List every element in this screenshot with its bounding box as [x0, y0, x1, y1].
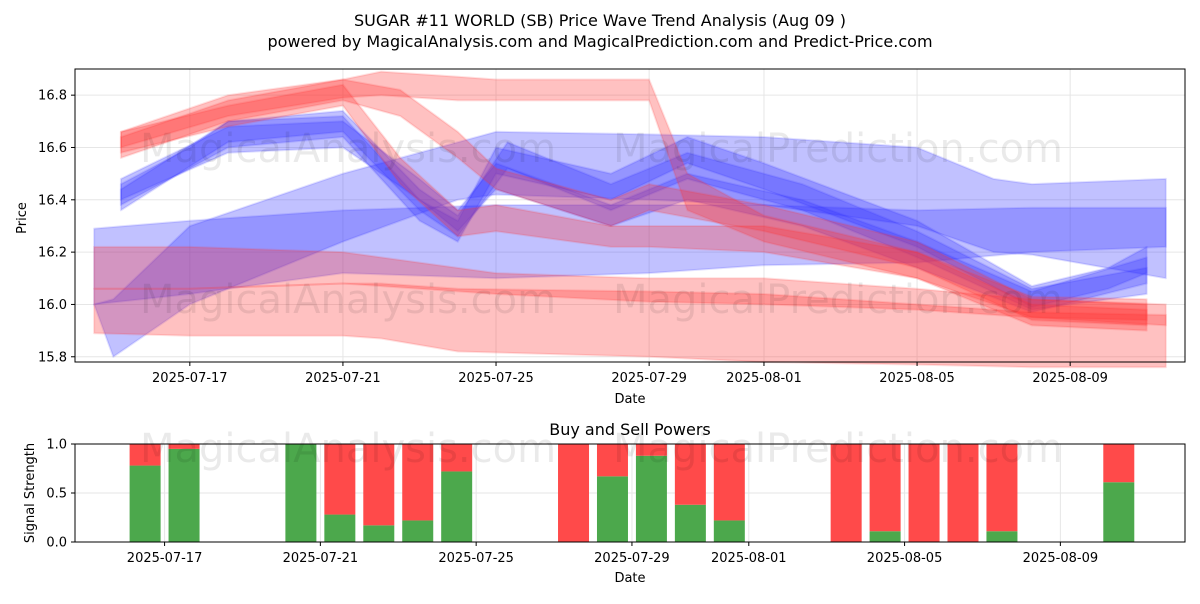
buy-bar-17 — [1103, 482, 1135, 542]
top-x-ticks: 2025-07-17 2025-07-21 2025-07-25 2025-07-29… — [152, 362, 1108, 386]
bottom-x-tick-label-3: 2025-07-29 — [594, 551, 670, 566]
price-band-red-6 — [93, 282, 1167, 369]
buy-bar-10 — [674, 504, 706, 542]
sell-bar-8 — [596, 444, 628, 477]
bottom-y-tick-label-2: 1.0 — [46, 438, 67, 453]
sell-bar-11 — [713, 444, 745, 521]
sell-bar-14 — [908, 444, 940, 542]
buy-bar-11 — [713, 520, 745, 542]
buy-bar-4 — [363, 525, 395, 542]
bottom-watermark-right: MagicalPrediction.com — [613, 426, 1063, 472]
top-y-ticks: 15.8 16.0 16.2 16.4 16.6 16.8 — [38, 89, 75, 365]
bottom-bars — [129, 444, 1135, 542]
chart-title: SUGAR #11 WORLD (SB) Price Wave Trend An… — [354, 11, 846, 30]
buy-bar-3 — [324, 514, 356, 542]
buy-bar-6 — [441, 471, 473, 542]
sell-bar-3 — [324, 444, 356, 515]
top-watermark-right: MagicalPrediction.com — [613, 126, 1063, 172]
bottom-x-axis-label: Date — [614, 571, 645, 586]
bottom-x-tick-label-6: 2025-08-09 — [1023, 551, 1099, 566]
top-y-tick-label-5: 16.8 — [38, 89, 67, 104]
top-plot-frame — [74, 68, 1186, 363]
top-x-tick-label-4: 2025-08-01 — [726, 371, 802, 386]
buy-bar-2 — [285, 444, 317, 542]
sell-bar-0 — [129, 444, 161, 466]
sell-bar-7 — [558, 444, 590, 542]
buy-bar-0 — [129, 465, 161, 542]
top-bands — [93, 70, 1167, 369]
bottom-x-tick-label-5: 2025-08-05 — [867, 551, 943, 566]
bottom-chart-title: Buy and Sell Powers — [549, 420, 711, 439]
top-grid — [75, 69, 1185, 362]
buy-bar-8 — [596, 476, 628, 542]
top-y-tick-label-3: 16.4 — [38, 193, 67, 208]
bottom-x-ticks: 2025-07-17 2025-07-21 2025-07-25 2025-07-29… — [127, 542, 1098, 566]
bottom-x-tick-label-4: 2025-08-01 — [711, 551, 787, 566]
top-watermark-left-2: MagicalAnalysis.com — [140, 277, 556, 323]
sell-bar-10 — [674, 444, 706, 505]
bottom-y-axis-label: Signal Strength — [23, 443, 38, 543]
price-band-blue-4 — [119, 120, 1148, 314]
sell-bar-15 — [947, 444, 979, 542]
buy-bar-1 — [168, 448, 200, 542]
price-band-blue-1 — [93, 130, 1167, 358]
top-x-tick-label-6: 2025-08-09 — [1032, 371, 1108, 386]
top-x-tick-label-1: 2025-07-21 — [305, 371, 381, 386]
top-y-tick-label-0: 15.8 — [38, 350, 67, 365]
buy-bar-9 — [635, 455, 667, 542]
price-band-red-9 — [119, 83, 1148, 322]
top-x-tick-label-5: 2025-08-05 — [879, 371, 955, 386]
top-x-tick-label-3: 2025-07-29 — [611, 371, 687, 386]
sell-bar-16 — [986, 444, 1018, 532]
price-band-red-8 — [119, 78, 1148, 327]
buy-bar-13 — [869, 531, 901, 542]
bottom-x-tick-label-0: 2025-07-17 — [127, 551, 203, 566]
chart-subtitle: powered by MagicalAnalysis.com and Magic… — [267, 32, 932, 51]
sell-bar-12 — [830, 444, 862, 542]
bottom-watermark-left: MagicalAnalysis.com — [140, 426, 556, 472]
top-x-axis-label: Date — [614, 392, 645, 407]
sell-bar-4 — [363, 444, 395, 526]
top-y-tick-label-1: 16.0 — [38, 298, 67, 313]
price-band-blue-0 — [93, 204, 1167, 306]
sell-bar-6 — [441, 444, 473, 472]
top-watermark-right-2: MagicalPrediction.com — [613, 277, 1063, 323]
top-y-axis-label: Price — [15, 202, 30, 234]
bottom-y-ticks: 0.0 0.5 1.0 — [46, 438, 75, 551]
bottom-y-tick-label-1: 0.5 — [46, 487, 67, 502]
sell-bar-5 — [402, 444, 434, 521]
sell-bar-1 — [168, 444, 200, 449]
top-y-tick-label-2: 16.2 — [38, 246, 67, 261]
buy-bar-16 — [986, 531, 1018, 542]
top-y-tick-label-4: 16.6 — [38, 141, 67, 156]
bottom-x-tick-label-2: 2025-07-25 — [438, 551, 514, 566]
top-x-tick-label-2: 2025-07-25 — [458, 371, 534, 386]
sell-bar-13 — [869, 444, 901, 532]
bottom-y-tick-label-0: 0.0 — [46, 536, 67, 551]
sell-bar-9 — [635, 444, 667, 456]
bottom-x-tick-label-1: 2025-07-21 — [283, 551, 359, 566]
price-band-blue-2 — [119, 115, 1148, 309]
top-watermark-left: MagicalAnalysis.com — [140, 126, 556, 172]
top-x-tick-label-0: 2025-07-17 — [152, 371, 228, 386]
price-band-red-7 — [119, 70, 1148, 332]
price-band-blue-3 — [119, 109, 1148, 311]
buy-bar-5 — [402, 520, 434, 542]
price-band-red-5 — [93, 245, 1167, 327]
sell-bar-17 — [1103, 444, 1135, 483]
